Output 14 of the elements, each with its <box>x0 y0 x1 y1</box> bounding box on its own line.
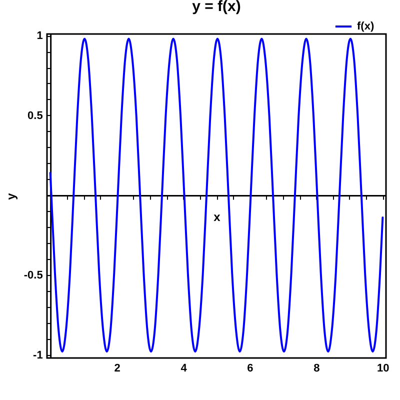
y-axis-title: y <box>4 192 18 200</box>
legend-label: f(x) <box>357 20 374 32</box>
x-axis-title: x <box>214 210 221 224</box>
y-tick-label: 1 <box>36 30 43 42</box>
x-tick-label: 6 <box>247 362 254 374</box>
y-tick-label: -0.5 <box>24 270 43 282</box>
x-tick-label: 8 <box>314 362 320 374</box>
y-tick-label: 0.5 <box>28 110 43 122</box>
x-tick-label: 4 <box>180 362 188 374</box>
x-tick-label: 10 <box>377 362 390 374</box>
chart-title: y = f(x) <box>192 0 241 15</box>
y-tick-label: -1 <box>33 349 43 362</box>
x-tick-label: 2 <box>114 362 120 374</box>
line-series <box>49 38 384 353</box>
